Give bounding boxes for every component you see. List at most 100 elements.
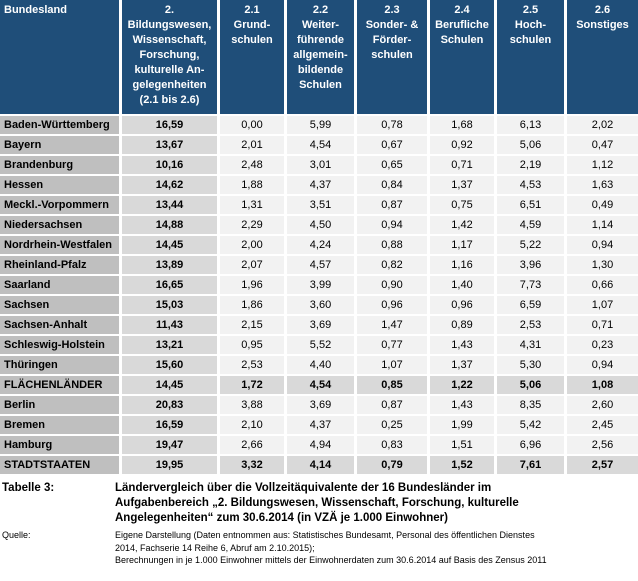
cell: 0,00 xyxy=(220,116,287,136)
table-row: Bremen 16,59 2,10 4,37 0,25 1,99 5,42 2,45 xyxy=(0,416,638,436)
cell: 0,94 xyxy=(357,216,430,236)
table-row: Meckl.-Vorpommern 13,44 1,31 3,51 0,87 0,75 6,… xyxy=(0,196,638,216)
cell: 0,94 xyxy=(567,356,638,376)
cell: 13,21 xyxy=(122,336,220,356)
cell: 2,02 xyxy=(567,116,638,136)
cell: 4,54 xyxy=(287,136,357,156)
cell: 1,43 xyxy=(430,336,497,356)
cell: 1,52 xyxy=(430,456,497,476)
cell: 1,31 xyxy=(220,196,287,216)
cell: 15,60 xyxy=(122,356,220,376)
vza-bundeslaender-table: Bundesland 2. Bildungswesen, Wissenschaft… xyxy=(0,0,638,476)
cell: 1,22 xyxy=(430,376,497,396)
cell: 13,44 xyxy=(122,196,220,216)
cell: 0,90 xyxy=(357,276,430,296)
cell: 0,77 xyxy=(357,336,430,356)
cell: 11,43 xyxy=(122,316,220,336)
cell: 4,37 xyxy=(287,176,357,196)
table-row: Saarland 16,65 1,96 3,99 0,90 1,40 7,73 0,66 xyxy=(0,276,638,296)
cell: 4,40 xyxy=(287,356,357,376)
table-row: Hamburg 19,47 2,66 4,94 0,83 1,51 6,96 2,56 xyxy=(0,436,638,456)
cell: 14,45 xyxy=(122,236,220,256)
row-label: Bremen xyxy=(0,416,122,436)
row-label: Brandenburg xyxy=(0,156,122,176)
cell: 0,78 xyxy=(357,116,430,136)
cell: 1,51 xyxy=(430,436,497,456)
cell: 1,12 xyxy=(567,156,638,176)
page: Bundesland 2. Bildungswesen, Wissenschaft… xyxy=(0,0,638,567)
table-body: Baden-Württemberg 16,59 0,00 5,99 0,78 1,68 6,… xyxy=(0,116,638,476)
cell: 4,59 xyxy=(497,216,567,236)
row-label: STADTSTAATEN xyxy=(0,456,122,476)
cell: 5,06 xyxy=(497,136,567,156)
cell: 0,87 xyxy=(357,396,430,416)
column-header: 2.2 Weiter- führende allgemein- bildende… xyxy=(287,0,357,116)
cell: 10,16 xyxy=(122,156,220,176)
cell: 2,53 xyxy=(220,356,287,376)
cell: 16,65 xyxy=(122,276,220,296)
table-header: Bundesland 2. Bildungswesen, Wissenschaft… xyxy=(0,0,638,116)
cell: 4,94 xyxy=(287,436,357,456)
row-label: Saarland xyxy=(0,276,122,296)
cell: 5,06 xyxy=(497,376,567,396)
table-row: Thüringen 15,60 2,53 4,40 1,07 1,37 5,30 0,94 xyxy=(0,356,638,376)
cell: 3,69 xyxy=(287,316,357,336)
source-label: Quelle: xyxy=(2,530,31,540)
cell: 3,99 xyxy=(287,276,357,296)
row-label: Baden-Württemberg xyxy=(0,116,122,136)
cell: 14,88 xyxy=(122,216,220,236)
cell: 2,01 xyxy=(220,136,287,156)
row-label: Hamburg xyxy=(0,436,122,456)
cell: 3,96 xyxy=(497,256,567,276)
cell: 2,19 xyxy=(497,156,567,176)
row-label: Hessen xyxy=(0,176,122,196)
row-label: Berlin xyxy=(0,396,122,416)
cell: 1,30 xyxy=(567,256,638,276)
caption-row: Tabelle 3: Ländervergleich über die Voll… xyxy=(0,481,638,526)
cell: 20,83 xyxy=(122,396,220,416)
cell: 1,40 xyxy=(430,276,497,296)
table-number-label: Tabelle 3: xyxy=(2,482,55,494)
table-footnotes: Tabelle 3: Ländervergleich über die Voll… xyxy=(0,476,638,567)
cell: 0,23 xyxy=(567,336,638,356)
table-row: Brandenburg 10,16 2,48 3,01 0,65 0,71 2,19 1,12 xyxy=(0,156,638,176)
table-row: Sachsen-Anhalt 11,43 2,15 3,69 1,47 0,89 2,53 0… xyxy=(0,316,638,336)
cell: 1,68 xyxy=(430,116,497,136)
table-row: Bayern 13,67 2,01 4,54 0,67 0,92 5,06 0,47 xyxy=(0,136,638,156)
cell: 1,47 xyxy=(357,316,430,336)
cell: 0,82 xyxy=(357,256,430,276)
table-row: Baden-Württemberg 16,59 0,00 5,99 0,78 1,68 6,… xyxy=(0,116,638,136)
column-header: 2.5 Hoch- schulen xyxy=(497,0,567,116)
table-row: Niedersachsen 14,88 2,29 4,50 0,94 1,42 4,59 1,… xyxy=(0,216,638,236)
cell: 1,17 xyxy=(430,236,497,256)
cell: 1,37 xyxy=(430,176,497,196)
cell: 0,49 xyxy=(567,196,638,216)
cell: 0,96 xyxy=(357,296,430,316)
cell: 4,37 xyxy=(287,416,357,436)
column-header-bundesland: Bundesland xyxy=(0,0,122,116)
cell: 4,54 xyxy=(287,376,357,396)
column-header: 2.1 Grund- schulen xyxy=(220,0,287,116)
cell: 5,99 xyxy=(287,116,357,136)
row-label: Rheinland-Pfalz xyxy=(0,256,122,276)
row-label: Niedersachsen xyxy=(0,216,122,236)
cell: 13,89 xyxy=(122,256,220,276)
cell: 14,45 xyxy=(122,376,220,396)
cell: 0,25 xyxy=(357,416,430,436)
cell: 1,63 xyxy=(567,176,638,196)
cell: 1,07 xyxy=(567,296,638,316)
column-header: 2.4 Berufliche Schulen xyxy=(430,0,497,116)
cell: 0,92 xyxy=(430,136,497,156)
cell: 4,50 xyxy=(287,216,357,236)
cell: 6,96 xyxy=(497,436,567,456)
cell: 3,69 xyxy=(287,396,357,416)
cell: 5,42 xyxy=(497,416,567,436)
cell: 0,95 xyxy=(220,336,287,356)
cell: 4,53 xyxy=(497,176,567,196)
cell: 4,14 xyxy=(287,456,357,476)
cell: 0,94 xyxy=(567,236,638,256)
cell: 4,57 xyxy=(287,256,357,276)
table-caption: Ländervergleich über die Vollzeitäquival… xyxy=(115,482,519,524)
cell: 0,71 xyxy=(567,316,638,336)
cell: 0,84 xyxy=(357,176,430,196)
